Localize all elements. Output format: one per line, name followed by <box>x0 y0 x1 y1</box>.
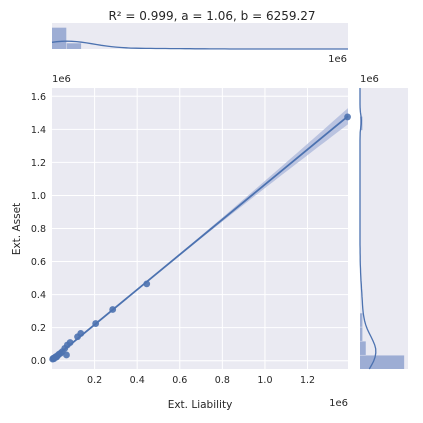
y-tick-label: 1.0 <box>31 191 46 202</box>
scatter-point <box>109 306 117 313</box>
scatter-point <box>143 280 151 288</box>
x-tick-label: 0.8 <box>215 375 230 386</box>
right-marginal-histogram <box>359 88 408 370</box>
x-tick-label: 1.2 <box>300 375 315 386</box>
scatter-point <box>66 339 74 346</box>
x-tick-label: 0.4 <box>130 375 145 386</box>
top-hist-bar <box>66 43 82 49</box>
y-tick-label: 0.6 <box>31 257 46 268</box>
y-tick-label: 1.2 <box>31 158 46 169</box>
grid-lines <box>52 88 348 369</box>
y-axis-ticks: 0.0 0.2 0.4 0.6 0.8 1.0 1.2 1.4 1.6 <box>31 92 46 367</box>
right-hist-bar <box>360 355 405 369</box>
right-marginal-background <box>360 88 408 369</box>
y-tick-label: 0.0 <box>31 356 46 367</box>
x-tick-label: 1.0 <box>257 375 272 386</box>
y-offset-label: 1e6 <box>52 74 71 85</box>
right-marginal-offset-label: 1e6 <box>360 74 379 85</box>
chart-title: R² = 0.999, a = 1.06, b = 6259.27 <box>108 9 315 23</box>
top-marginal-histogram <box>51 23 348 50</box>
x-tick-label: 0.6 <box>172 375 187 386</box>
y-tick-label: 0.8 <box>31 224 46 235</box>
top-hist-bar <box>52 27 67 49</box>
top-kde-curve <box>51 40 348 50</box>
y-axis-label: Ext. Asset <box>11 203 23 255</box>
y-tick-label: 1.4 <box>31 125 46 136</box>
scatter-point <box>344 113 351 121</box>
right-hist-bar <box>360 313 363 327</box>
x-offset-label: 1e6 <box>329 398 348 409</box>
right-hist-bar <box>360 327 363 341</box>
main-plot-area <box>49 88 351 369</box>
y-tick-label: 0.4 <box>31 290 46 301</box>
scatter-point <box>63 351 70 359</box>
scatter-point <box>92 320 100 327</box>
x-axis-ticks: 0.2 0.4 0.6 0.8 1.0 1.2 <box>87 375 315 386</box>
top-marginal-offset-label: 1e6 <box>328 54 347 65</box>
regression-line <box>51 115 349 361</box>
x-axis-label: Ext. Liability <box>168 399 233 411</box>
scatter-points <box>49 113 351 363</box>
right-hist-bar <box>360 341 366 355</box>
right-kde-curve <box>359 88 377 370</box>
x-tick-label: 0.2 <box>87 375 102 386</box>
y-tick-label: 0.2 <box>31 323 46 334</box>
scatter-point <box>77 330 85 337</box>
y-tick-label: 1.6 <box>31 92 46 103</box>
